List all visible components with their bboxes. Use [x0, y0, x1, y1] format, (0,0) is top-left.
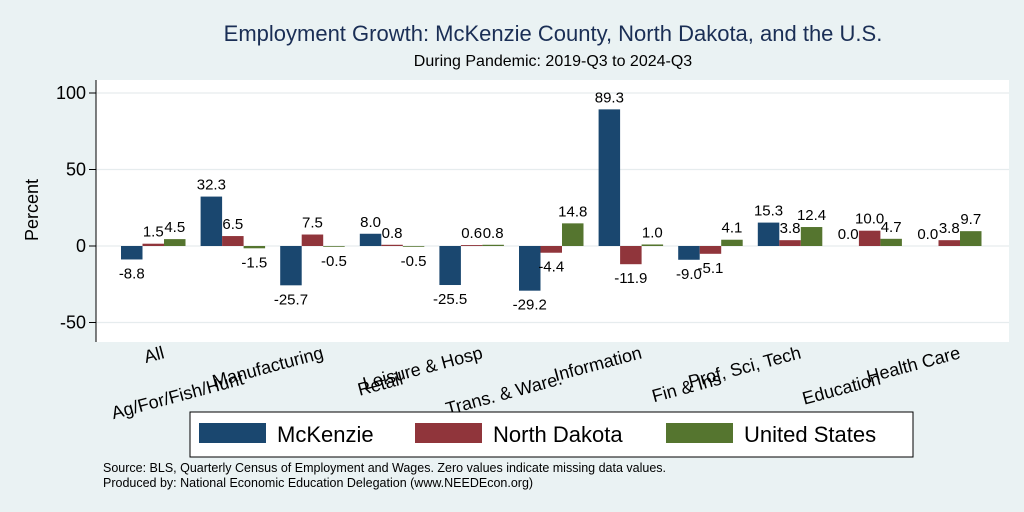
bar-united-states — [482, 244, 504, 246]
bar-united-states — [243, 246, 266, 249]
data-label: -25.7 — [274, 291, 308, 308]
bar-united-states — [402, 246, 425, 247]
bar-mckenzie — [598, 109, 621, 246]
data-labels: -8.81.5 4.532.36.5-1.5-25.77.5-0.58.00.8-… — [119, 89, 981, 313]
bar-north-dakota — [460, 245, 483, 246]
data-label: -29.2 — [513, 297, 547, 314]
bar-united-states — [164, 239, 186, 246]
data-label: 7.5 — [302, 215, 323, 232]
producer-note: Produced by: National Economic Education… — [103, 476, 533, 490]
data-label: 0.8 — [382, 225, 403, 242]
data-label: 0.0 — [838, 226, 859, 243]
data-label: 1.5 — [143, 224, 164, 241]
bar-united-states — [721, 239, 743, 246]
bar-north-dakota — [540, 246, 562, 253]
data-label: -4.4 — [538, 259, 564, 276]
chart-subtitle: During Pandemic: 2019-Q3 to 2024-Q3 — [414, 53, 692, 70]
data-label: -0.5 — [401, 253, 427, 270]
bar-north-dakota — [699, 246, 722, 254]
source-note: Source: BLS, Quarterly Census of Employm… — [103, 461, 666, 475]
bar-united-states — [880, 238, 902, 246]
data-label: 9.7 — [960, 211, 981, 228]
data-label: -0.5 — [321, 253, 347, 270]
data-label: 0.8 — [483, 225, 504, 242]
bar-mckenzie — [678, 246, 700, 260]
bar-north-dakota — [222, 236, 244, 246]
y-tick-label: 50 — [66, 160, 86, 180]
legend-swatch — [666, 423, 733, 443]
data-label: -8.8 — [119, 265, 145, 282]
data-label: -9.0 — [676, 266, 702, 283]
y-tick-label: -50 — [60, 313, 86, 333]
data-label: 3.8 — [780, 220, 801, 237]
bar-mckenzie — [121, 246, 143, 260]
bar-mckenzie — [519, 246, 541, 291]
data-label: -1.5 — [241, 254, 267, 271]
legend-swatch — [199, 423, 266, 443]
y-axis: 100 50 0 -50 — [56, 80, 97, 342]
y-tick-label: 100 — [56, 83, 86, 103]
data-label: 6.5 — [222, 216, 243, 233]
bar-north-dakota — [938, 240, 960, 246]
bar-united-states — [641, 244, 664, 246]
bar-mckenzie — [757, 222, 780, 246]
bar-united-states — [960, 231, 982, 246]
legend-label: United States — [744, 422, 876, 447]
bar-mckenzie — [200, 196, 223, 246]
data-label: 32.3 — [197, 177, 226, 194]
plot-area — [96, 80, 1009, 342]
bar-united-states — [800, 227, 823, 246]
bar-north-dakota — [301, 234, 324, 246]
y-tick-label: 0 — [76, 236, 86, 256]
legend-label: McKenzie — [277, 422, 374, 447]
data-label: 4.5 — [164, 219, 185, 236]
legend-entries: McKenzie North Dakota United States — [199, 422, 876, 447]
data-label: 15.3 — [754, 203, 783, 220]
data-label: -11.9 — [614, 270, 647, 287]
data-label: 89.3 — [595, 89, 624, 106]
data-label: 8.0 — [360, 214, 381, 231]
bar-north-dakota — [381, 244, 403, 246]
data-label: 0.0 — [917, 226, 938, 243]
bar-north-dakota — [779, 240, 801, 246]
bar-mckenzie — [439, 246, 461, 286]
bars — [121, 109, 982, 291]
legend-swatch — [415, 423, 482, 443]
data-label: 4.7 — [881, 219, 902, 236]
data-label: 3.8 — [939, 220, 960, 237]
bar-mckenzie — [280, 246, 302, 286]
data-label: 0.6 — [461, 225, 482, 242]
data-label: 1.0 — [642, 224, 663, 241]
bar-mckenzie — [359, 233, 382, 246]
bar-north-dakota — [858, 230, 881, 246]
data-label: -5.1 — [698, 260, 724, 277]
y-axis-label: Percent — [22, 179, 42, 241]
bar-united-states — [562, 223, 584, 246]
data-label: 4.1 — [722, 220, 743, 237]
bar-united-states — [323, 246, 345, 247]
legend-label: North Dakota — [493, 422, 623, 447]
bar-north-dakota — [142, 243, 164, 246]
data-label: 14.8 — [558, 203, 587, 220]
data-label: 12.4 — [797, 207, 826, 224]
chart-title: Employment Growth: McKenzie County, Nort… — [224, 21, 883, 46]
legend — [189, 411, 914, 458]
bar-north-dakota — [620, 246, 642, 265]
data-label: -25.5 — [433, 291, 467, 308]
data-label: 10.0 — [855, 211, 884, 228]
